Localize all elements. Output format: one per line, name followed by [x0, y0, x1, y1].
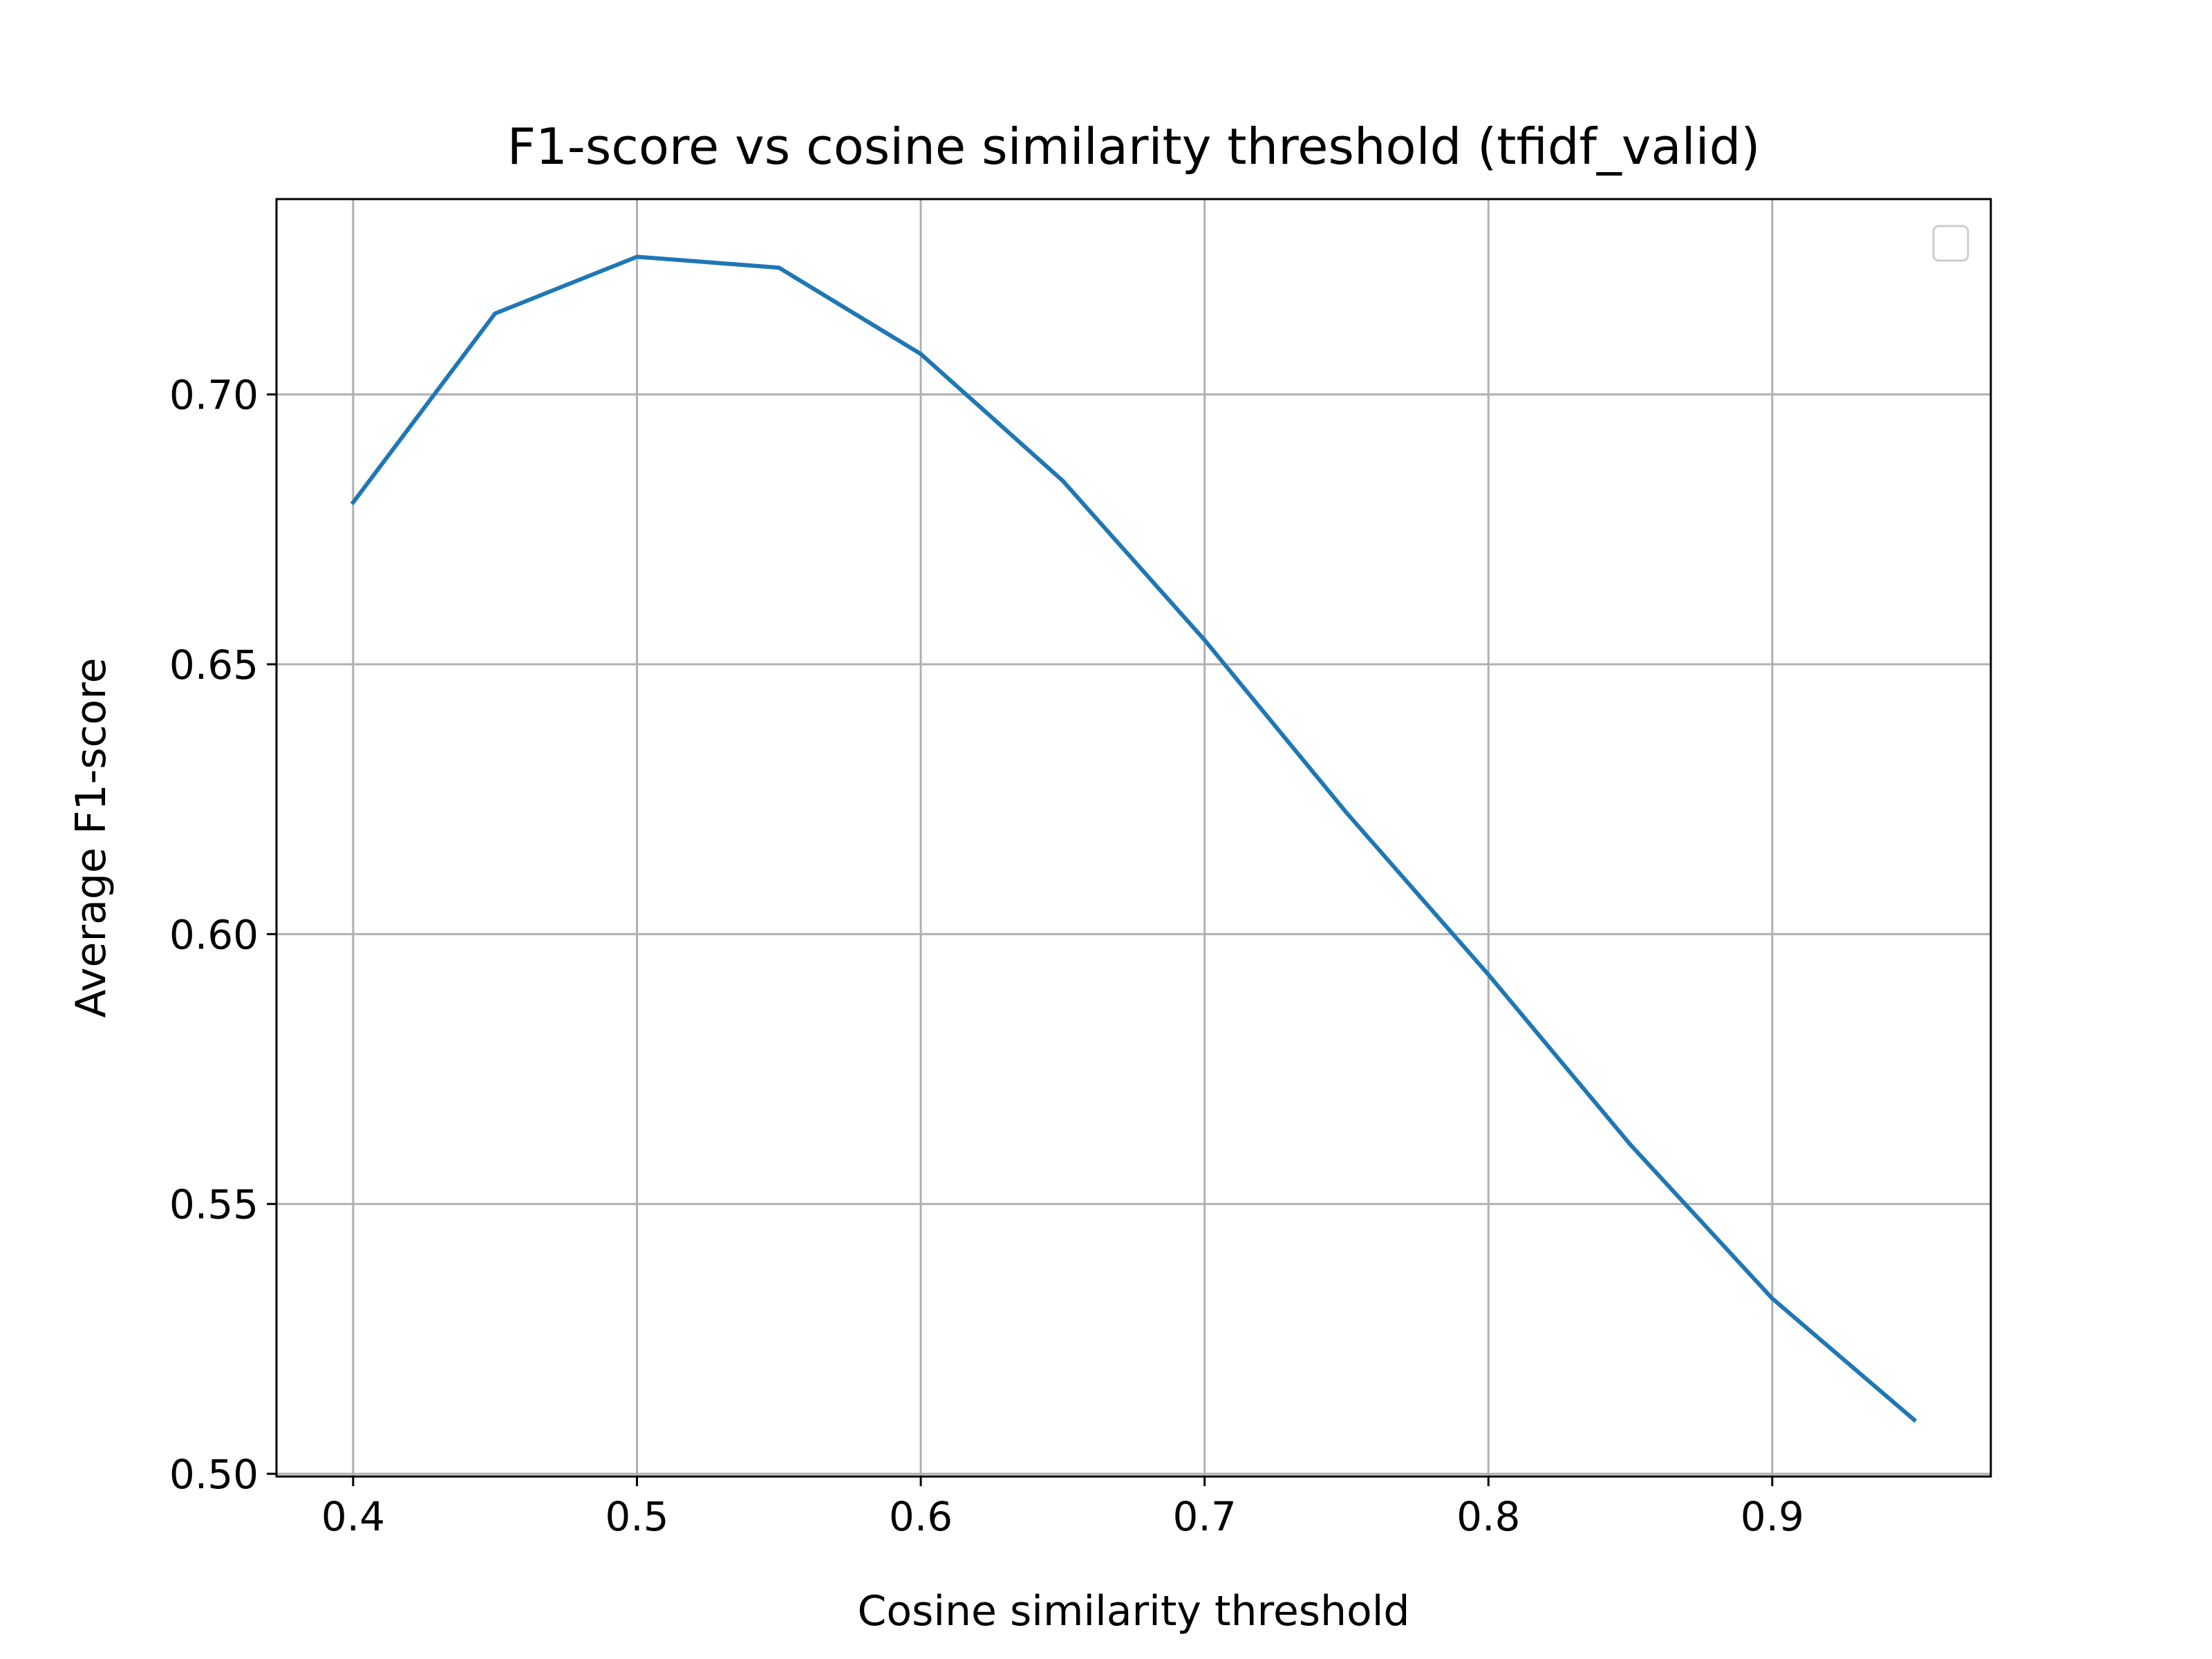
x-axis-label: Cosine similarity threshold	[857, 1587, 1409, 1635]
y-tick-label: 0.60	[169, 911, 259, 958]
x-tick-label: 0.6	[889, 1493, 953, 1540]
x-tick-label: 0.5	[605, 1493, 668, 1540]
series-line	[350, 254, 1918, 1423]
legend-box	[1932, 225, 1969, 262]
y-tick-label: 0.50	[169, 1451, 259, 1498]
grid	[276, 199, 1991, 1477]
y-tick-label: 0.55	[169, 1181, 259, 1228]
y-tick-label: 0.70	[169, 372, 259, 419]
x-tick-label: 0.7	[1173, 1493, 1237, 1540]
y-tick-label: 0.65	[169, 641, 259, 688]
x-tick-label: 0.4	[321, 1493, 385, 1540]
series-layer	[350, 254, 1918, 1423]
y-axis-label: Average F1-score	[67, 657, 115, 1018]
x-tick-label: 0.8	[1456, 1493, 1520, 1540]
chart-title: F1-score vs cosine similarity threshold …	[507, 118, 1761, 176]
x-tick-label: 0.9	[1741, 1493, 1804, 1540]
ticks: 0.4 0.5 0.6 0.7 0.8 0.9 0.50 0.55 0.60 0.65 0.70	[169, 372, 1804, 1540]
axes-frame	[275, 198, 1992, 1478]
